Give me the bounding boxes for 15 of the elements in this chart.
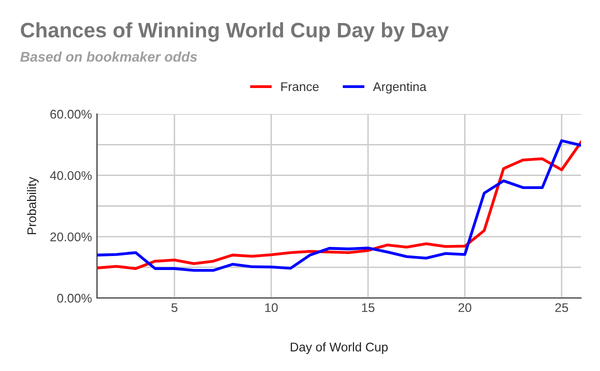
x-tick-label: 5 — [171, 303, 178, 312]
legend-label: France — [281, 82, 319, 92]
chart-title: Chances of Winning World Cup Day by Day — [20, 22, 449, 42]
y-tick-label: 0.00% — [57, 294, 92, 303]
y-tick-label: 60.00% — [50, 110, 92, 119]
x-tick-label: 15 — [362, 303, 374, 312]
y-tick-label: 40.00% — [50, 171, 92, 180]
x-tick-label: 10 — [265, 303, 278, 312]
x-tick-label: 25 — [555, 303, 568, 312]
x-tick-label: 20 — [458, 303, 472, 312]
chart-subtitle: Based on bookmaker odds — [20, 52, 198, 62]
y-axis-title: Probability — [26, 176, 39, 234]
y-tick-label: 20.00% — [50, 232, 92, 242]
legend-label: Argentina — [372, 82, 426, 94]
x-axis-title: Day of World Cup — [290, 342, 388, 354]
